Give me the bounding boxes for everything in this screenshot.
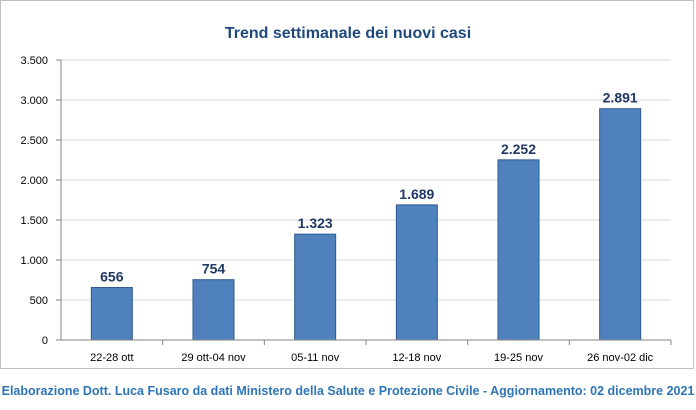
data-label: 2.891 <box>603 90 638 106</box>
data-labels: 656 754 1.323 1.689 2.252 2.891 <box>100 90 638 285</box>
x-tick-label: 29 ott-04 nov <box>181 352 246 364</box>
x-tick-label: 12-18 nov <box>392 352 441 364</box>
x-tick-label: 05-11 nov <box>291 352 340 364</box>
y-axis-ticks: 0 500 1.000 1.500 2.000 2.500 3.000 3.500 <box>20 55 61 347</box>
data-label: 656 <box>100 269 124 285</box>
x-tick-label: 22-28 ott <box>90 352 133 364</box>
footer-credit: Elaborazione Dott. Luca Fusaro da dati M… <box>1 384 695 398</box>
bar <box>395 204 438 341</box>
data-label: 2.252 <box>501 141 536 157</box>
data-label: 754 <box>202 261 226 277</box>
y-tick-label: 1.000 <box>20 255 48 267</box>
data-label: 1.689 <box>399 186 434 202</box>
data-label: 1.323 <box>298 215 333 231</box>
chart-title: Trend settimanale dei nuovi casi <box>225 25 471 42</box>
x-axis-ticks: 22-28 ott 29 ott-04 nov 05-11 nov 12-18 nov… <box>90 340 672 364</box>
bar <box>497 159 540 341</box>
y-tick-label: 2.500 <box>20 135 48 147</box>
y-tick-label: 500 <box>30 295 48 307</box>
bar-chart: Trend settimanale dei nuovi casi 0 500 1.0… <box>20 25 672 364</box>
bar <box>90 287 133 341</box>
bar <box>192 279 235 341</box>
y-tick-label: 3.500 <box>20 55 48 67</box>
y-tick-label: 2.000 <box>20 175 48 187</box>
bar <box>294 233 337 341</box>
y-tick-label: 0 <box>42 335 48 347</box>
bars <box>90 108 642 341</box>
y-tick-label: 1.500 <box>20 215 48 227</box>
bar <box>599 108 642 341</box>
x-tick-label: 19-25 nov <box>494 352 543 364</box>
gridlines <box>61 59 671 301</box>
y-tick-label: 3.000 <box>20 95 48 107</box>
x-tick-label: 26 nov-02 dic <box>587 352 654 364</box>
chart-frame: Trend settimanale dei nuovi casi 0 500 1.0… <box>0 0 694 369</box>
